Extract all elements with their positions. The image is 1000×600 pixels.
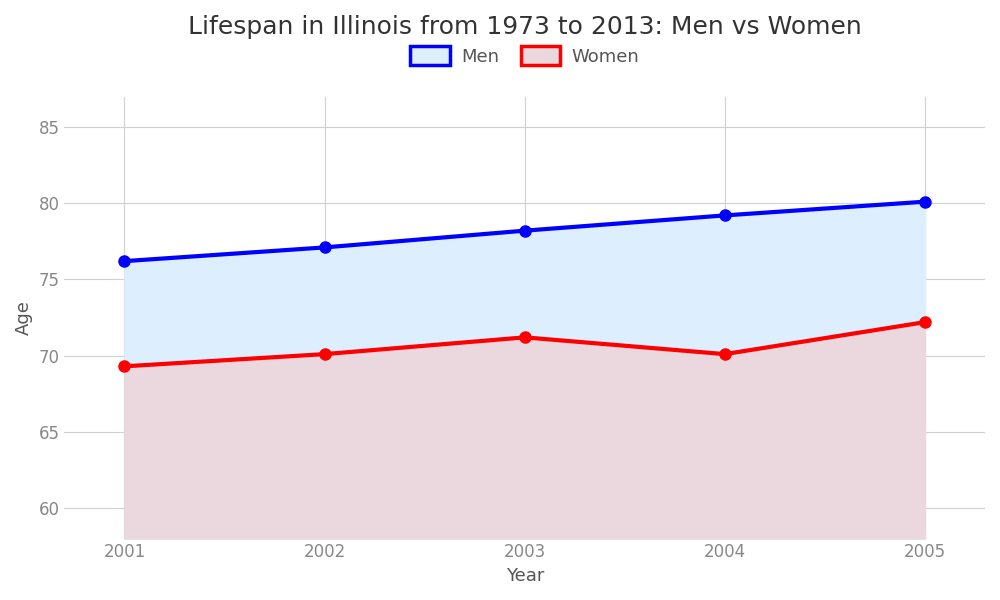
Title: Lifespan in Illinois from 1973 to 2013: Men vs Women: Lifespan in Illinois from 1973 to 2013: … xyxy=(188,15,862,39)
Y-axis label: Age: Age xyxy=(15,300,33,335)
Legend: Men, Women: Men, Women xyxy=(403,39,646,73)
X-axis label: Year: Year xyxy=(506,567,544,585)
